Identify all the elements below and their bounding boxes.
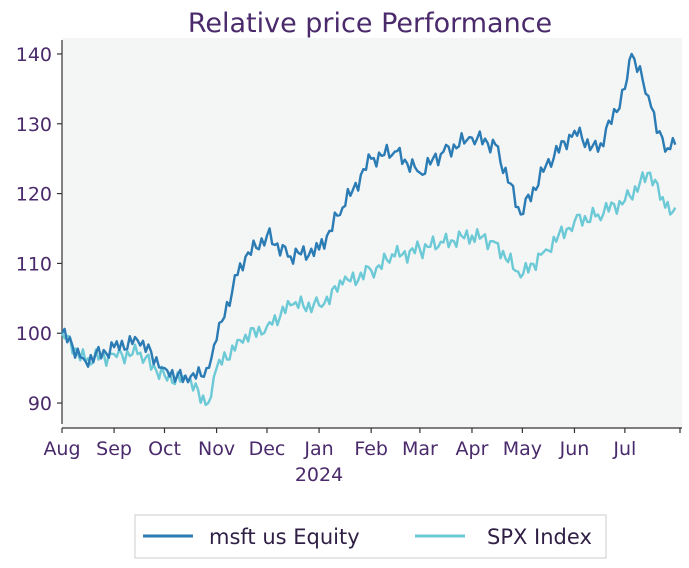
x-tick-label: Jul bbox=[612, 438, 636, 460]
legend: msft us Equity SPX Index bbox=[134, 514, 607, 559]
y-tick-label: 130 bbox=[16, 114, 52, 136]
x-tick-label: Feb bbox=[354, 438, 388, 460]
series-lines bbox=[60, 52, 677, 407]
x-tick-label: Sep bbox=[96, 438, 132, 460]
series-line-msft bbox=[60, 52, 677, 384]
x-axis-ticks: Aug Sep Oct Nov Dec Jan Feb Mar Apr May Jun Jul bbox=[43, 428, 681, 460]
series-line-spx bbox=[60, 171, 677, 407]
x-tick-label: Aug bbox=[43, 438, 80, 460]
year-label: 2024 bbox=[295, 464, 343, 486]
y-tick-label: 90 bbox=[28, 393, 52, 415]
x-tick-label: Mar bbox=[402, 438, 438, 460]
x-tick-label: Oct bbox=[148, 438, 181, 460]
x-tick-label: Jan bbox=[303, 438, 333, 460]
x-tick-label: Dec bbox=[249, 438, 286, 460]
x-tick-label: Nov bbox=[198, 438, 235, 460]
y-tick-label: 100 bbox=[16, 323, 52, 345]
y-axis-ticks: 90 100 110 120 130 140 bbox=[16, 44, 62, 415]
y-tick-label: 110 bbox=[16, 253, 52, 275]
x-tick-label: May bbox=[503, 438, 542, 460]
chart-title: Relative price Performance bbox=[188, 8, 552, 39]
legend-label-spx: SPX Index bbox=[487, 525, 592, 549]
plot-area bbox=[62, 38, 682, 428]
x-tick-label: Apr bbox=[456, 438, 489, 460]
y-tick-label: 140 bbox=[16, 44, 52, 66]
legend-label-msft: msft us Equity bbox=[209, 525, 360, 549]
legend-box bbox=[134, 514, 607, 559]
x-tick-label: Jun bbox=[559, 438, 590, 460]
y-tick-label: 120 bbox=[16, 184, 52, 206]
